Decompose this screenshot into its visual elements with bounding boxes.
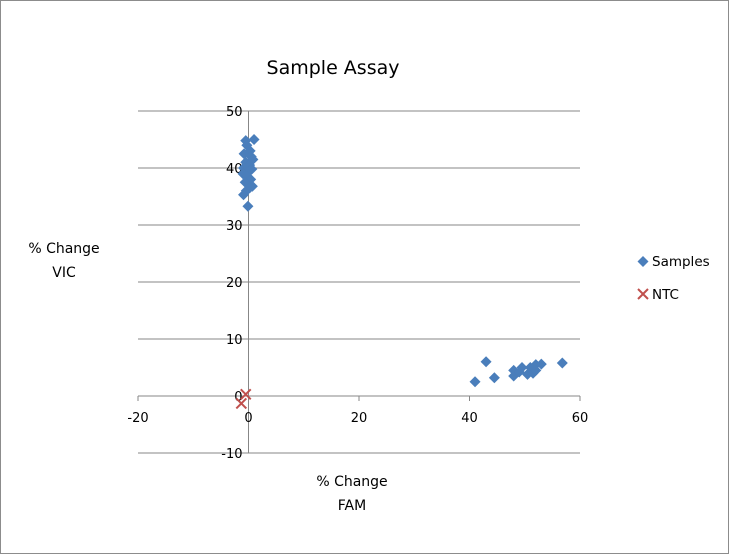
data-point-samples bbox=[535, 358, 547, 370]
x-tick-label: 20 bbox=[351, 411, 368, 426]
data-points bbox=[235, 134, 568, 410]
data-point-samples bbox=[248, 134, 260, 145]
y-tick-label: -10 bbox=[221, 447, 242, 462]
data-point-samples bbox=[556, 357, 568, 369]
y-tick-label: 10 bbox=[226, 333, 243, 348]
legend: Samples NTC bbox=[637, 254, 710, 303]
legend-marker-ntc bbox=[637, 288, 649, 300]
y-tick-label: 0 bbox=[234, 390, 242, 405]
data-point-samples bbox=[469, 376, 481, 388]
x-tick-label: 40 bbox=[461, 411, 478, 426]
data-point-samples bbox=[238, 189, 250, 201]
data-point-samples bbox=[480, 356, 492, 368]
legend-marker-samples bbox=[637, 256, 649, 267]
legend-label-samples: Samples bbox=[652, 254, 710, 270]
data-point-ntc bbox=[235, 397, 248, 410]
legend-label-ntc: NTC bbox=[652, 287, 679, 303]
y-tick-label: 20 bbox=[226, 276, 243, 291]
y-axis-label-line-2: VIC bbox=[52, 265, 76, 281]
data-point-samples bbox=[530, 364, 542, 376]
chart-title: Sample Assay bbox=[267, 57, 400, 79]
gridlines bbox=[138, 110, 580, 454]
y-axis-label-line-1: % Change bbox=[28, 241, 99, 257]
data-point-samples bbox=[516, 362, 528, 373]
x-axis-label-line-2: FAM bbox=[338, 498, 366, 514]
data-point-samples bbox=[242, 200, 254, 212]
y-tick-label: 50 bbox=[226, 105, 243, 120]
x-tick-labels: -20 0 20 40 60 bbox=[127, 411, 588, 426]
x-axis-label-line-1: % Change bbox=[316, 474, 387, 490]
x-tick-label: 60 bbox=[572, 411, 589, 426]
data-point-samples bbox=[488, 372, 500, 384]
legend-item-ntc: NTC bbox=[637, 287, 679, 303]
legend-item-samples: Samples bbox=[637, 254, 710, 270]
data-point-ntc bbox=[240, 388, 252, 400]
x-tick-label: -20 bbox=[127, 411, 148, 426]
x-tick-label: 0 bbox=[244, 411, 252, 426]
y-tick-label: 30 bbox=[226, 219, 243, 234]
